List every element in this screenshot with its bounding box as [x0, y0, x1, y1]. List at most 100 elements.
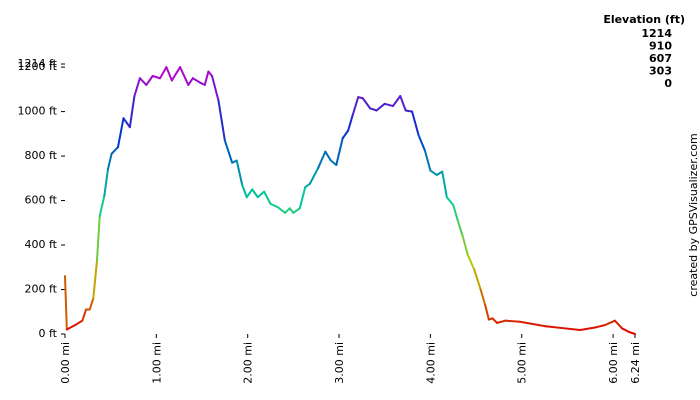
elevation-segment — [466, 254, 476, 271]
elevation-segment — [211, 75, 220, 102]
elevation-segment — [404, 109, 414, 113]
elevation-segment — [64, 275, 68, 331]
x-tick-label: 0.00 mi — [59, 342, 72, 384]
elevation-segment — [187, 77, 194, 86]
x-tick-label: 6.24 mi — [629, 342, 642, 384]
elevation-segment — [369, 107, 378, 112]
elevation-segment — [116, 117, 125, 149]
elevation-segment — [399, 95, 407, 112]
y-tick-label: 200 ft — [25, 283, 58, 296]
elevation-segment — [579, 326, 597, 331]
elevation-segment — [452, 204, 459, 222]
x-tick-label: 6.00 mi — [607, 342, 620, 384]
legend-title: Elevation (ft) — [603, 13, 685, 26]
y-tick-label: 800 ft — [25, 149, 58, 162]
elevation-segment — [383, 102, 394, 108]
elevation-segment — [284, 207, 291, 214]
elevation-segment — [165, 66, 173, 82]
elevation-segment — [110, 146, 119, 155]
elevation-segment — [544, 325, 567, 330]
elevation-segment — [122, 117, 131, 129]
legend-label: 0 — [664, 77, 672, 90]
elevation-segment — [276, 206, 287, 214]
elevation-segment — [95, 215, 101, 262]
elevation-segment — [170, 66, 182, 82]
elevation-segment — [347, 113, 354, 132]
y-tick-label: 0 ft — [39, 327, 58, 340]
legend-label: 303 — [649, 65, 672, 78]
elevation-segment — [308, 167, 320, 185]
elevation-segment — [324, 150, 332, 162]
elevation-segment — [473, 268, 482, 291]
elevation-segment — [223, 139, 234, 164]
elevation-segment — [241, 183, 248, 199]
legend-label: 910 — [649, 40, 672, 53]
elevation-segment — [351, 96, 360, 116]
elevation-segment — [417, 133, 426, 152]
elevation-segment — [564, 327, 582, 331]
elevation-segment — [504, 319, 521, 323]
elevation-segment — [496, 319, 507, 324]
elevation-segment — [98, 195, 106, 218]
elevation-segment — [217, 99, 226, 142]
elevation-segment — [235, 159, 244, 186]
elevation-segment — [138, 77, 148, 86]
elevation-segment — [128, 95, 136, 129]
x-tick-label: 4.00 mi — [424, 342, 437, 384]
elevation-segment — [627, 330, 636, 335]
credit: created by GPSVisualizer.com — [687, 133, 700, 296]
y-tick-label: 400 ft — [25, 238, 58, 251]
elevation-segment — [329, 159, 338, 166]
y-tick-label: 1000 ft — [18, 105, 58, 118]
elevation-segment — [292, 207, 301, 214]
elevation-segment — [179, 66, 190, 86]
y-tick-label: 600 ft — [25, 194, 58, 207]
elevation-segment — [159, 66, 168, 80]
elevation-segment — [81, 308, 88, 322]
elevation-segment — [491, 317, 499, 324]
elevation-segment — [361, 97, 372, 110]
elevation-segment — [518, 320, 547, 328]
y-tick-label: 1200 ft — [18, 60, 58, 73]
elevation-segment — [317, 150, 327, 170]
legend-label: 607 — [649, 52, 672, 65]
elevation-segment — [391, 95, 402, 108]
elevation-segment — [151, 75, 161, 80]
elevation-segment — [74, 319, 84, 327]
elevation-segment — [103, 168, 109, 198]
elevation-segment — [269, 202, 279, 209]
elevation-segment — [594, 324, 606, 329]
elevation-segment — [441, 170, 448, 199]
x-tick-label: 5.00 mi — [516, 342, 529, 384]
elevation-segment — [298, 186, 307, 210]
elevation-segment — [263, 190, 272, 205]
elevation-segment — [203, 70, 210, 86]
elevation-segment — [65, 324, 77, 331]
y-tick-label: 1214 ft — [18, 57, 58, 70]
elevation-segment — [145, 75, 154, 86]
x-tick-label: 1.00 mi — [150, 342, 163, 384]
elevation-segment — [245, 188, 254, 199]
elevation-segment — [461, 234, 469, 257]
elevation-segment — [484, 304, 490, 321]
elevation-segment — [603, 319, 616, 327]
elevation-segment — [621, 327, 630, 333]
x-tick-label: 2.00 mi — [242, 342, 255, 384]
elevation-segment — [423, 149, 432, 172]
elevation-segment — [335, 137, 344, 166]
x-tick-label: 3.00 mi — [333, 342, 346, 384]
elevation-segment — [456, 219, 464, 237]
legend-label: 1214 — [641, 27, 672, 40]
elevation-segment — [191, 77, 202, 84]
elevation-segment — [613, 319, 624, 330]
elevation-segment — [88, 297, 95, 311]
elevation-segment — [256, 190, 266, 199]
elevation-segment — [429, 169, 438, 176]
elevation-segment — [251, 188, 259, 199]
elevation-segment — [133, 77, 141, 98]
elevation-segment — [411, 110, 420, 136]
elevation-segment — [479, 288, 487, 307]
elevation-segment — [375, 102, 386, 112]
elevation-segment — [106, 152, 113, 171]
